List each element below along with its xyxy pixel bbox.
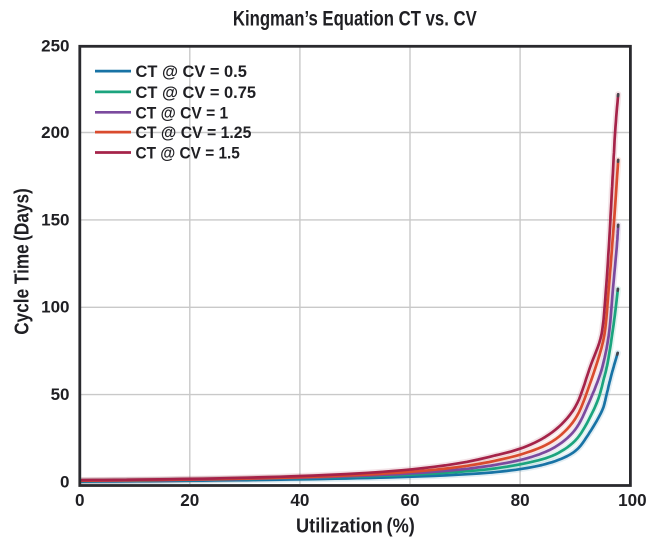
svg-text:40: 40: [290, 490, 309, 510]
svg-text:Cycle Time (Days): Cycle Time (Days): [11, 188, 34, 334]
svg-text:0: 0: [75, 490, 84, 510]
svg-text:150: 150: [41, 210, 69, 229]
svg-text:0: 0: [60, 472, 69, 491]
svg-text:Kingman’s Equation CT vs. CV: Kingman’s Equation CT vs. CV: [233, 8, 477, 31]
svg-text:60: 60: [401, 490, 420, 510]
svg-text:50: 50: [51, 385, 70, 404]
svg-text:Utilization (%): Utilization (%): [296, 516, 415, 538]
svg-text:100: 100: [41, 298, 69, 317]
svg-text:20: 20: [180, 490, 199, 510]
svg-text:CT @ CV = 1.5: CT @ CV = 1.5: [136, 145, 240, 163]
svg-text:CT @ CV = 0.5: CT @ CV = 0.5: [136, 63, 247, 81]
svg-text:CT @ CV = 1.25: CT @ CV = 1.25: [136, 124, 252, 142]
svg-text:200: 200: [41, 123, 69, 142]
svg-text:100: 100: [618, 490, 646, 510]
svg-text:250: 250: [41, 37, 69, 56]
svg-text:80: 80: [511, 490, 530, 510]
svg-text:CT @ CV = 1: CT @ CV = 1: [136, 104, 229, 123]
svg-text:CT @ CV = 0.75: CT @ CV = 0.75: [136, 84, 256, 102]
